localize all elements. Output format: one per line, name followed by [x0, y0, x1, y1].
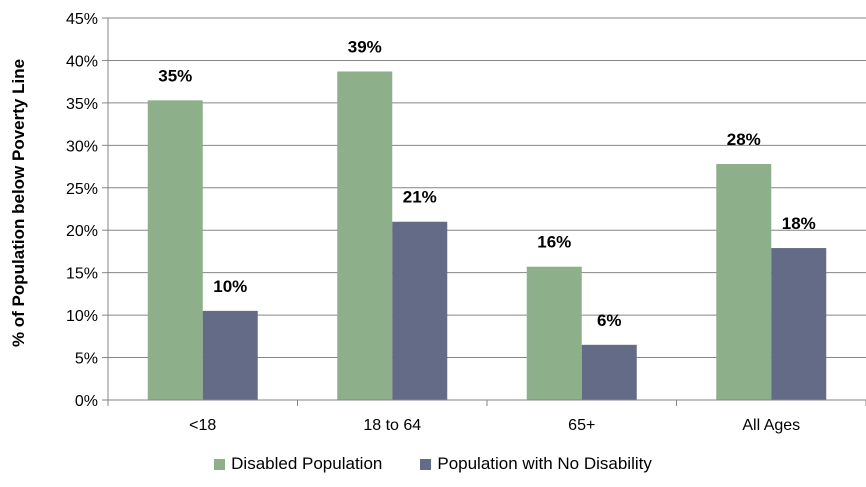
x-tick-label: 65+	[568, 417, 595, 434]
y-tick-label: 40%	[66, 53, 98, 70]
x-tick-label: <18	[189, 417, 216, 434]
data-label: 21%	[403, 188, 437, 207]
data-label: 18%	[782, 214, 816, 233]
bar-disabled	[716, 164, 772, 400]
data-label: 10%	[213, 277, 247, 296]
legend-swatch-disabled	[214, 458, 226, 470]
bar-disabled	[147, 100, 203, 400]
x-tick-label: 18 to 64	[363, 417, 421, 434]
bars	[147, 71, 827, 400]
x-axis-ticks: <18 18 to 64 65+ All Ages	[107, 400, 866, 434]
x-tick-label: All Ages	[742, 417, 800, 434]
y-tick-label: 15%	[66, 266, 98, 283]
y-tick-label: 25%	[66, 181, 98, 198]
data-label: 6%	[597, 311, 622, 330]
legend-swatch-no-disability	[420, 458, 432, 470]
y-tick-label: 45%	[66, 11, 98, 28]
legend: Disabled Population Population with No D…	[0, 454, 866, 474]
y-tick-label: 35%	[66, 96, 98, 113]
data-label: 39%	[348, 37, 382, 56]
bar-no-disability	[581, 344, 637, 400]
y-tick-label: 10%	[66, 308, 98, 325]
y-tick-label: 20%	[66, 223, 98, 240]
legend-item-no-disability: Population with No Disability	[420, 454, 652, 474]
bar-no-disability	[771, 248, 827, 400]
bar-no-disability	[202, 310, 258, 400]
bar-disabled	[337, 71, 393, 400]
y-tick-label: 30%	[66, 138, 98, 155]
legend-item-disabled: Disabled Population	[214, 454, 382, 474]
y-axis-ticks: 0% 5% 10% 15% 20% 25% 30% 35% 40% 45%	[66, 11, 108, 410]
bar-chart: 0% 5% 10% 15% 20% 25% 30% 35% 40% 45% 35% 10% 39% 21…	[9, 11, 866, 434]
data-label: 16%	[537, 233, 571, 252]
bar-no-disability	[392, 221, 448, 400]
data-label: 28%	[727, 130, 761, 149]
legend-label-no-disability: Population with No Disability	[437, 454, 652, 473]
bar-disabled	[526, 266, 582, 400]
legend-label-disabled: Disabled Population	[231, 454, 383, 473]
y-axis-title: % of Population below Poverty Line	[9, 59, 28, 347]
y-tick-label: 0%	[75, 393, 98, 410]
data-label: 35%	[158, 66, 192, 85]
data-labels: 35% 10% 39% 21% 16% 6% 28% 18%	[158, 37, 816, 329]
y-tick-label: 5%	[75, 351, 98, 368]
